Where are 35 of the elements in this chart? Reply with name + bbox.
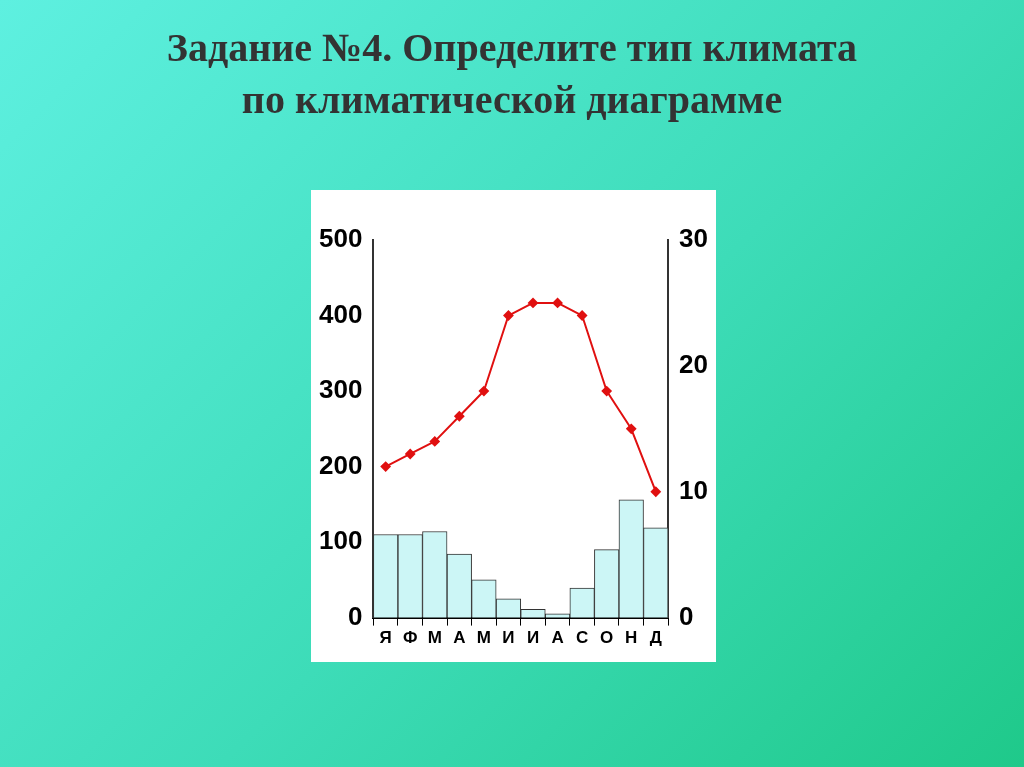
x-tick-label: И	[502, 628, 515, 648]
point	[380, 461, 391, 472]
point	[478, 386, 489, 397]
x-tick-label: М	[476, 628, 491, 648]
x-tick-label: С	[575, 628, 589, 648]
y-tick-label: 100	[318, 525, 363, 556]
point	[429, 436, 440, 447]
point	[650, 486, 661, 497]
x-tick-label: И	[526, 628, 540, 648]
y2-tick-label: 10	[679, 474, 708, 505]
x-tick-label: О	[600, 628, 614, 648]
point	[626, 423, 637, 434]
x-tick-label: А	[453, 628, 466, 648]
y2-tick-label: 20	[679, 349, 708, 380]
y-tick-label: 300	[318, 374, 363, 405]
x-tick-label: А	[551, 628, 564, 648]
point	[528, 297, 539, 308]
y-tick-label: 500	[318, 223, 363, 254]
x-tick-label: Н	[625, 628, 638, 648]
point	[552, 297, 563, 308]
point	[601, 386, 612, 397]
y-tick-label: 400	[318, 298, 363, 329]
point	[454, 411, 465, 422]
point	[577, 310, 588, 321]
chart-title: Задание №4. Определите тип климата по климатической диаграмме	[165, 24, 859, 124]
y2-tick-label: 30	[679, 223, 708, 254]
x-tick-label: Я	[379, 628, 392, 648]
x-tick-label: М	[427, 628, 442, 648]
y2-tick-label: 0	[679, 600, 694, 631]
y-tick-label: 200	[318, 449, 363, 480]
point	[405, 448, 416, 459]
point	[503, 310, 514, 321]
x-tick-label: Ф	[402, 628, 418, 648]
x-tick-label: Д	[649, 628, 662, 648]
y-tick-label: 0	[347, 600, 363, 631]
